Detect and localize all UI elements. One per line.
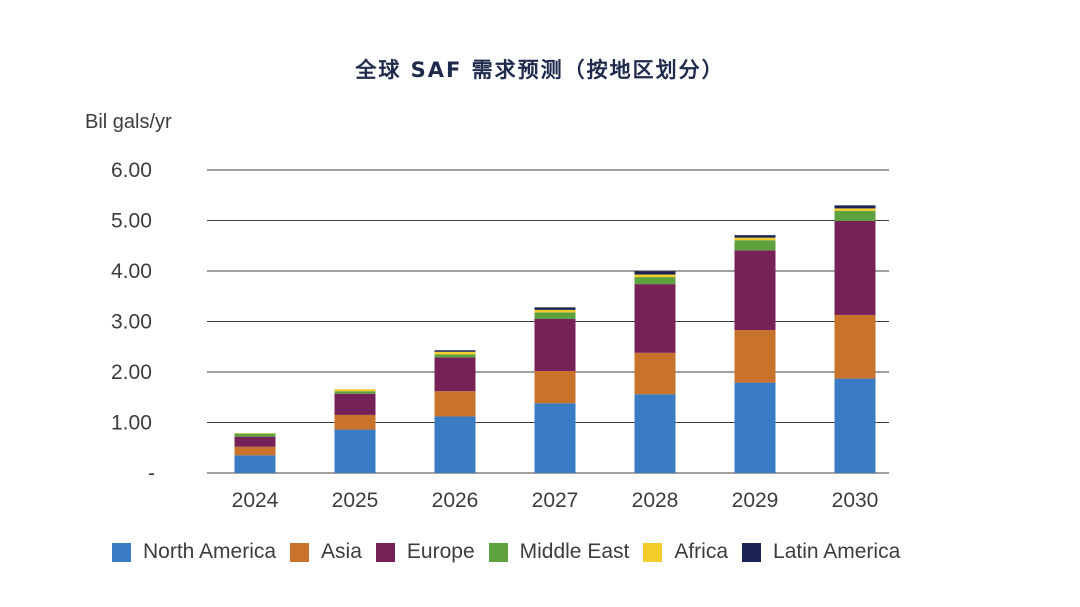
bar-latin-america-2027 <box>534 307 576 310</box>
bar-europe-2024 <box>234 436 276 447</box>
bar-europe-2027 <box>534 318 576 371</box>
x-tick-label: 2025 <box>332 489 379 512</box>
bar-north-america-2024 <box>234 455 276 473</box>
legend-swatch <box>290 542 310 562</box>
bar-africa-2024 <box>234 433 276 434</box>
x-tick-label: 2030 <box>832 489 879 512</box>
bar-europe-2029 <box>734 250 776 331</box>
bar-asia-2030 <box>834 314 876 379</box>
bar-africa-2026 <box>434 351 476 355</box>
legend-swatch <box>112 542 131 562</box>
bar-asia-2024 <box>234 446 276 456</box>
legend-label: Europe <box>406 540 475 563</box>
y-axis-label: Bil gals/yr <box>85 111 172 133</box>
bar-north-america-2029 <box>734 382 776 473</box>
bar-africa-2027 <box>534 309 576 313</box>
bar-europe-2030 <box>834 221 876 315</box>
legend-item: Latin America <box>742 540 900 564</box>
bar-middle-east-2028 <box>634 277 676 285</box>
bar-latin-america-2028 <box>634 271 676 275</box>
x-tick-labels: 2024 2025 2026 2027 2028 2029 2030 <box>232 489 879 512</box>
legend-item: Europe <box>375 540 475 564</box>
bar-middle-east-2026 <box>434 354 476 358</box>
x-tick-label: 2027 <box>532 489 579 512</box>
legend-item: Africa <box>643 540 728 564</box>
legend-label: Middle East <box>519 540 630 563</box>
legend-item: Asia <box>290 540 362 564</box>
bar-asia-2029 <box>734 330 776 383</box>
bar-europe-2028 <box>634 284 676 353</box>
legend-swatch <box>488 542 508 562</box>
y-tick-label: 1.00 <box>111 412 152 435</box>
bar-africa-2030 <box>834 208 876 211</box>
bar-north-america-2025 <box>334 429 376 473</box>
bar-latin-america-2030 <box>834 205 876 209</box>
bar-north-america-2027 <box>534 403 576 473</box>
y-tick-label: 4.00 <box>111 260 152 283</box>
bar-africa-2029 <box>734 237 776 241</box>
x-tick-label: 2028 <box>632 489 679 512</box>
legend-label: Latin America <box>773 540 901 563</box>
legend-swatch <box>742 542 762 562</box>
y-tick-label: - <box>148 462 155 485</box>
y-tick-label: 5.00 <box>111 210 152 233</box>
x-tick-label: 2029 <box>732 489 779 512</box>
bar-middle-east-2025 <box>334 391 376 394</box>
legend-label: Asia <box>321 540 362 563</box>
bar-africa-2028 <box>634 274 676 278</box>
bars <box>234 205 876 473</box>
bar-africa-2025 <box>334 389 376 392</box>
bar-latin-america-2029 <box>734 235 776 238</box>
legend: North America Asia Europe Middle East Africa… <box>112 540 914 564</box>
bar-asia-2026 <box>434 391 476 417</box>
bar-asia-2028 <box>634 352 676 395</box>
bar-north-america-2030 <box>834 378 876 473</box>
x-tick-label: 2026 <box>432 489 479 512</box>
bar-middle-east-2029 <box>734 240 776 251</box>
bar-north-america-2028 <box>634 394 676 473</box>
bar-asia-2027 <box>534 370 576 404</box>
bar-middle-east-2030 <box>834 210 876 222</box>
legend-item: North America <box>112 540 276 564</box>
legend-item: Middle East <box>488 540 630 564</box>
bar-middle-east-2024 <box>234 433 276 437</box>
legend-swatch <box>643 542 663 562</box>
y-tick-labels: - 1.00 2.00 3.00 4.00 5.00 6.00 <box>111 159 155 485</box>
y-tick-label: 6.00 <box>111 159 152 182</box>
bar-middle-east-2027 <box>534 312 576 319</box>
bar-latin-america-2026 <box>434 350 476 352</box>
bar-europe-2025 <box>334 393 376 415</box>
bar-north-america-2026 <box>434 416 476 473</box>
y-tick-label: 3.00 <box>111 311 152 334</box>
chart-title: 全球 SAF 需求预测（按地区划分） <box>355 58 725 82</box>
legend-swatch <box>375 542 395 562</box>
bar-asia-2025 <box>334 414 376 430</box>
bar-europe-2026 <box>434 357 476 392</box>
x-tick-label: 2024 <box>232 489 279 512</box>
y-tick-label: 2.00 <box>111 361 152 384</box>
legend-label: Africa <box>674 540 729 563</box>
legend-label: North America <box>143 540 277 563</box>
